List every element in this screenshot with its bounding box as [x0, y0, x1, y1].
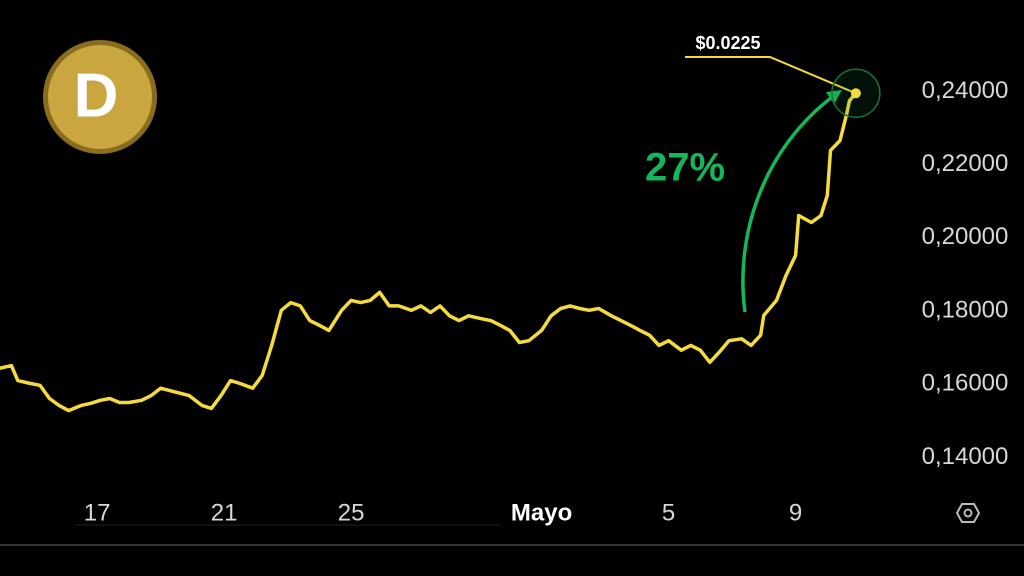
price-pointer	[685, 56, 857, 95]
growth-arrow	[741, 92, 838, 313]
x-tick-label: Mayo	[511, 499, 572, 526]
x-tick-label: 5	[662, 499, 675, 526]
arrow-head	[826, 90, 842, 104]
x-tick-label: 21	[211, 499, 238, 526]
logo-face	[48, 45, 152, 149]
settings-dot[interactable]	[963, 508, 973, 518]
settings-icon[interactable]	[955, 503, 981, 523]
settings-hexagon[interactable]	[955, 503, 981, 523]
plot: 0,24000 0,22000 0,20000 0,18000 0,16000 0,140…	[0, 56, 1009, 526]
y-tick-label: 0,16000	[922, 370, 1009, 397]
price-line	[0, 92, 858, 413]
y-tick-label: 0,14000	[922, 443, 1009, 470]
last-point	[850, 88, 861, 99]
x-tick-label: 25	[338, 499, 365, 526]
logo-letter: D	[74, 61, 119, 130]
y-tick-label: 0,22000	[922, 150, 1009, 177]
logo: D	[43, 40, 157, 154]
x-tick-label: 9	[789, 499, 802, 526]
y-tick-label: 0,20000	[922, 223, 1009, 250]
y-tick-label: 0,24000	[922, 77, 1009, 104]
y-tick-label: 0,18000	[922, 296, 1009, 323]
change-label: 27%	[645, 146, 725, 190]
price-label: $0.0225	[695, 33, 760, 53]
x-tick-label: 17	[84, 499, 111, 526]
